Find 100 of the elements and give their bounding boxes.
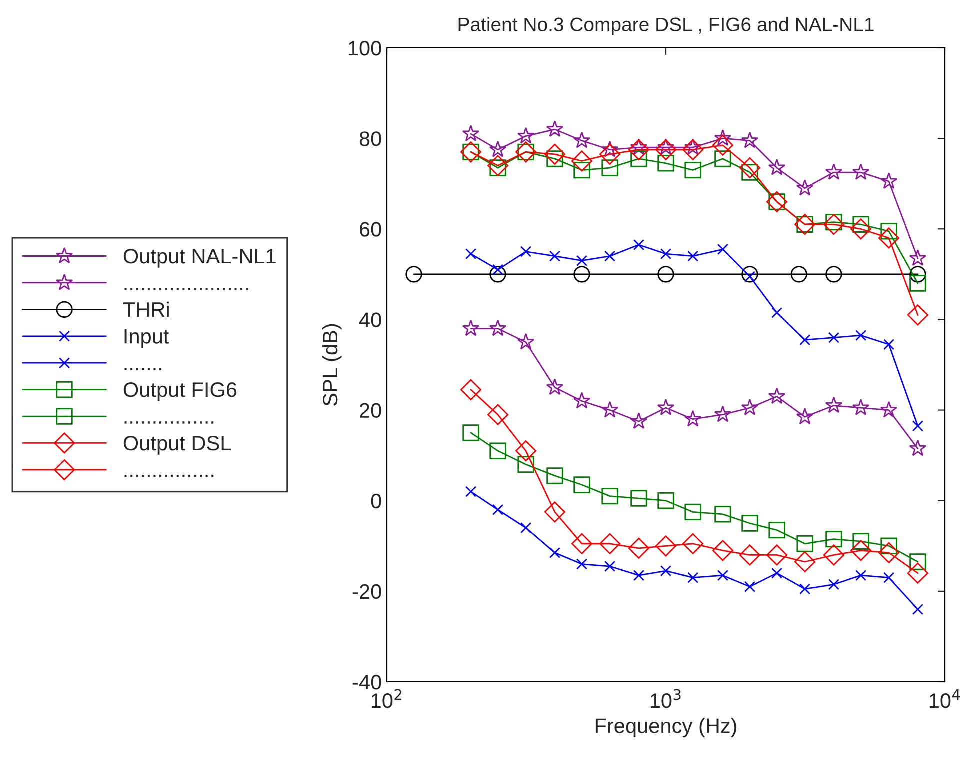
point xyxy=(465,248,477,260)
point xyxy=(517,333,535,350)
point xyxy=(852,164,870,180)
point xyxy=(658,492,674,510)
point xyxy=(912,604,924,616)
x-axis-title: Frequency (Hz) xyxy=(596,718,736,738)
point xyxy=(909,250,927,266)
point xyxy=(544,144,566,165)
legend-label: ...................... xyxy=(124,288,248,290)
point xyxy=(600,144,621,165)
legend-label: Output DSL xyxy=(124,436,232,455)
point xyxy=(771,307,783,318)
point xyxy=(462,424,480,442)
point xyxy=(717,244,729,256)
point xyxy=(549,250,561,262)
point xyxy=(660,248,672,260)
x-tick-label: 10$^{4}$ xyxy=(930,689,960,708)
chart-title: Patient No.3 Compare DSL , FIG6 and NAL-NL1 xyxy=(458,17,874,36)
point xyxy=(796,179,814,196)
point xyxy=(490,266,506,283)
point xyxy=(490,442,506,460)
point xyxy=(878,542,900,564)
x-tick-label: 10$^{3}$ xyxy=(650,689,681,708)
point xyxy=(714,506,732,523)
point xyxy=(492,504,504,516)
point xyxy=(739,544,761,566)
point xyxy=(655,139,677,160)
y-tick-label: -40 xyxy=(352,675,382,690)
point xyxy=(684,410,702,427)
point xyxy=(465,486,477,498)
point xyxy=(571,533,593,554)
legend-label: ................ xyxy=(124,475,214,478)
point xyxy=(739,157,761,179)
y-tick-label: 0 xyxy=(371,494,382,509)
point xyxy=(544,502,566,523)
point xyxy=(883,572,895,584)
point xyxy=(714,406,732,422)
point xyxy=(771,568,783,579)
point xyxy=(462,125,480,142)
point xyxy=(573,132,591,148)
point xyxy=(880,172,898,190)
point xyxy=(604,560,616,572)
point xyxy=(850,540,872,562)
point xyxy=(907,562,928,584)
point xyxy=(516,440,537,462)
legend-label: ................ xyxy=(124,422,214,424)
point xyxy=(462,320,480,336)
y-tick-label: 60 xyxy=(360,222,382,237)
point xyxy=(460,379,482,400)
point xyxy=(768,522,786,539)
point xyxy=(660,565,672,577)
legend-label: Input xyxy=(124,329,170,348)
point xyxy=(546,120,564,137)
point xyxy=(687,572,699,584)
point xyxy=(825,396,843,414)
point xyxy=(850,218,872,240)
point xyxy=(549,547,561,558)
point xyxy=(573,392,591,409)
point xyxy=(520,246,532,258)
point xyxy=(741,132,759,148)
point xyxy=(630,412,648,430)
point xyxy=(880,401,898,418)
y-tick-label: 20 xyxy=(360,403,382,418)
point xyxy=(682,533,704,554)
y-tick-label: 80 xyxy=(360,132,382,146)
point xyxy=(714,150,732,168)
point xyxy=(517,127,535,144)
y-tick-label: -20 xyxy=(352,584,382,600)
point xyxy=(571,150,593,172)
point xyxy=(601,401,619,418)
point xyxy=(912,420,924,432)
point xyxy=(828,332,840,344)
legend-label: Output NAL-NL1 xyxy=(124,248,276,268)
legend-label: Output FIG6 xyxy=(124,382,237,402)
point xyxy=(852,533,870,550)
point xyxy=(744,581,756,592)
point xyxy=(682,139,704,160)
point xyxy=(825,164,843,180)
point xyxy=(633,570,645,582)
legend-label: THRi xyxy=(123,302,169,317)
point xyxy=(602,488,618,505)
point xyxy=(488,404,509,426)
point xyxy=(489,140,507,158)
point xyxy=(909,440,927,456)
point xyxy=(742,515,758,532)
point xyxy=(910,554,926,570)
point xyxy=(628,139,650,160)
point xyxy=(855,570,867,582)
point xyxy=(799,334,811,346)
point xyxy=(488,155,509,176)
point xyxy=(796,408,814,425)
point xyxy=(604,250,616,262)
point xyxy=(600,533,621,554)
point xyxy=(576,558,588,570)
y-tick-label: 100 xyxy=(348,41,382,56)
point xyxy=(658,155,674,172)
x-tick-label: 10$^{2}$ xyxy=(372,689,402,708)
point xyxy=(518,456,534,473)
point xyxy=(910,275,926,292)
point xyxy=(684,162,702,179)
